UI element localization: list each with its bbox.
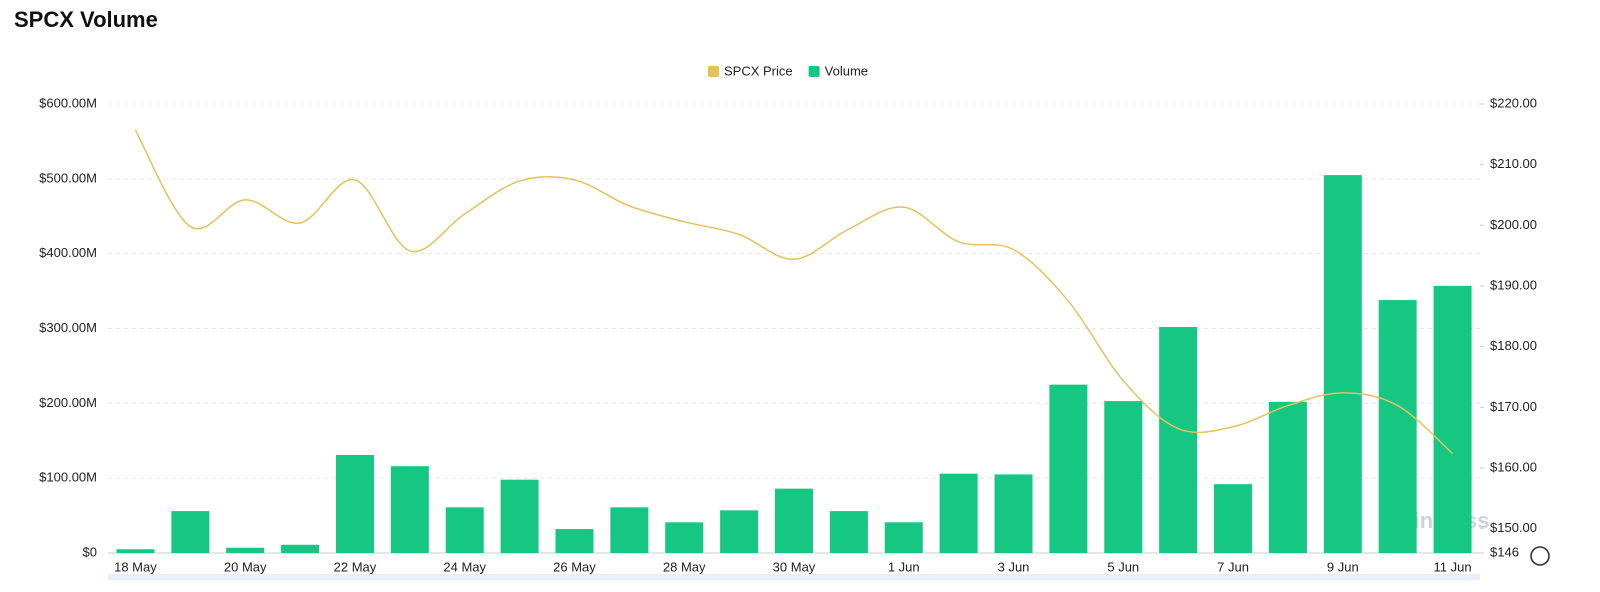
- bar: [1433, 285, 1472, 553]
- x-tick-label: 9 Jun: [1327, 559, 1359, 574]
- bar: [445, 507, 484, 553]
- zoom-slider[interactable]: [108, 574, 1480, 580]
- bar: [939, 473, 978, 553]
- bar: [116, 549, 155, 553]
- x-tick-label: 11 Jun: [1434, 559, 1472, 574]
- bar: [1159, 327, 1198, 553]
- bar: [1378, 300, 1417, 553]
- bar: [171, 511, 210, 553]
- y2-tick-label: $160.00: [1490, 459, 1537, 474]
- bar: [994, 474, 1033, 553]
- bar: [884, 522, 923, 553]
- bar: [720, 510, 759, 553]
- x-tick-label: 7 Jun: [1217, 559, 1249, 574]
- x-tick-label: 5 Jun: [1107, 559, 1139, 574]
- x-tick-label: 3 Jun: [998, 559, 1030, 574]
- y-tick-label: $400.00M: [39, 245, 97, 260]
- y-tick-label: $100.00M: [39, 470, 97, 485]
- bar: [829, 511, 868, 553]
- y2-tick-label: $170.00: [1490, 399, 1537, 414]
- y2-tick-label: $210.00: [1490, 156, 1537, 171]
- x-tick-label: 18 May: [114, 559, 157, 574]
- bar: [1214, 484, 1253, 553]
- x-tick-label: 26 May: [553, 559, 596, 574]
- bar: [1323, 175, 1362, 553]
- x-tick-label: 24 May: [443, 559, 486, 574]
- y2-tick-label: $190.00: [1490, 277, 1537, 292]
- bar: [390, 466, 429, 553]
- y-tick-label: $500.00M: [39, 170, 97, 185]
- bar: [610, 507, 649, 553]
- bar: [335, 454, 374, 553]
- x-tick-label: 30 May: [773, 559, 816, 574]
- bar: [281, 544, 320, 553]
- legend-swatch: [808, 66, 820, 77]
- bar: [500, 479, 539, 553]
- bar: [775, 488, 813, 553]
- x-tick-label: 20 May: [224, 559, 267, 574]
- y2-tick-label: $146: [1490, 544, 1519, 559]
- price-line: [134, 129, 1454, 455]
- legend-swatch: [708, 66, 719, 77]
- info-icon[interactable]: [1530, 546, 1550, 566]
- bar: [1049, 384, 1088, 553]
- x-tick-label: 28 May: [663, 559, 706, 574]
- bar: [226, 547, 265, 553]
- bar: [1268, 401, 1307, 553]
- bar: [555, 529, 594, 553]
- y-tick-label: $600.00M: [39, 95, 97, 110]
- y2-tick-label: $180.00: [1490, 338, 1537, 353]
- legend-label: SPCX Price: [724, 63, 793, 78]
- y-tick-label: $0: [83, 544, 97, 559]
- y-tick-label: $300.00M: [39, 320, 97, 335]
- bar: [1104, 401, 1143, 553]
- y2-tick-label: $150.00: [1490, 520, 1537, 535]
- y2-tick-label: $220.00: [1490, 95, 1537, 110]
- chart-title: SPCX Volume: [14, 7, 158, 32]
- bar: [665, 522, 704, 553]
- y2-tick-label: $200.00: [1490, 217, 1537, 232]
- legend-label: Volume: [825, 63, 868, 78]
- y-tick-label: $200.00M: [39, 395, 97, 410]
- x-tick-label: 1 Jun: [888, 559, 920, 574]
- x-tick-label: 22 May: [334, 559, 377, 574]
